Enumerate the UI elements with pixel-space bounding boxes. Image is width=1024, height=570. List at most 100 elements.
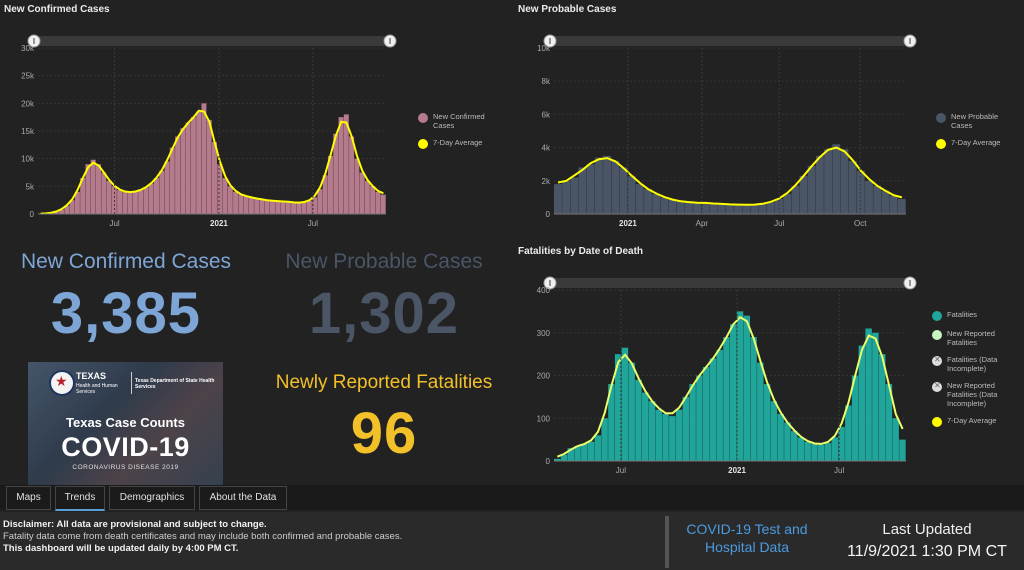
confirmed-bar[interactable]	[238, 194, 244, 214]
probable-bar[interactable]	[889, 195, 898, 214]
confirmed-bar[interactable]	[264, 200, 270, 214]
tab-trends[interactable]: Trends	[55, 486, 105, 511]
fatalities-bar[interactable]	[763, 384, 771, 461]
probable-bar[interactable]	[603, 155, 612, 214]
fatalities-bar[interactable]	[560, 454, 568, 461]
confirmed-bar[interactable]	[80, 178, 86, 214]
confirmed-bar[interactable]	[354, 158, 360, 214]
probable-bar[interactable]	[570, 177, 579, 214]
probable-bar[interactable]	[734, 204, 742, 214]
tab-about-the-data[interactable]: About the Data	[199, 486, 287, 510]
fatalities-bar[interactable]	[818, 444, 825, 461]
fatalities-legend-item[interactable]: New Reported Fatalities (Data Incomplete…	[932, 381, 1012, 408]
confirmed-bar[interactable]	[206, 119, 212, 214]
fatalities-bar[interactable]	[777, 413, 784, 461]
fatalities-bar[interactable]	[784, 422, 791, 461]
fatalities-bar[interactable]	[608, 384, 615, 461]
fatalities-bar[interactable]	[845, 405, 852, 461]
probable-bar[interactable]	[758, 204, 767, 214]
confirmed-bar[interactable]	[317, 189, 323, 214]
fatalities-range-slider[interactable]	[550, 278, 910, 288]
confirmed-bar[interactable]	[154, 178, 159, 214]
fatalities-bar[interactable]	[655, 409, 663, 461]
fatalities-bar[interactable]	[702, 366, 710, 461]
probable-bar[interactable]	[562, 180, 571, 214]
fatalities-bar[interactable]	[730, 324, 737, 461]
fatalities-bar[interactable]	[899, 439, 906, 461]
fatalities-bar[interactable]	[723, 337, 730, 461]
probable-bar[interactable]	[554, 184, 562, 214]
fatalities-bar[interactable]	[743, 315, 751, 461]
confirmed-bar[interactable]	[270, 200, 275, 214]
probable-bar[interactable]	[693, 202, 702, 214]
fatalities-legend-item[interactable]: Fatalities	[932, 310, 1012, 321]
probable-bar[interactable]	[807, 165, 816, 214]
confirmed-bar[interactable]	[233, 191, 239, 214]
probable-bar[interactable]	[799, 175, 808, 214]
confirmed-bar[interactable]	[280, 201, 286, 214]
probable-bar[interactable]	[750, 204, 759, 214]
fatalities-bar[interactable]	[587, 441, 595, 461]
fatalities-bar[interactable]	[662, 413, 669, 461]
confirmed-bar[interactable]	[74, 191, 80, 214]
probable-bar[interactable]	[881, 190, 890, 214]
probable-bar[interactable]	[865, 180, 873, 214]
tab-maps[interactable]: Maps	[6, 486, 51, 510]
confirmed-bar[interactable]	[96, 164, 101, 214]
fatalities-bar[interactable]	[851, 375, 859, 462]
fatalities-bar[interactable]	[669, 416, 676, 461]
confirmed-bar[interactable]	[69, 200, 75, 214]
confirmed-bar[interactable]	[212, 142, 217, 214]
confirmed-bar[interactable]	[185, 122, 191, 214]
confirmed-bar[interactable]	[159, 170, 165, 214]
fatalities-bar[interactable]	[797, 437, 805, 461]
fatalities-bar[interactable]	[750, 337, 757, 461]
confirmed-range-slider[interactable]	[34, 36, 390, 46]
confirmed-bar[interactable]	[143, 187, 149, 214]
probable-bar[interactable]	[578, 167, 587, 214]
confirmed-bar[interactable]	[64, 205, 70, 214]
hospital-data-link[interactable]: COVID-19 Test and Hospital Data	[686, 521, 808, 555]
confirmed-bar[interactable]	[338, 117, 344, 214]
confirmed-bar[interactable]	[343, 114, 349, 214]
fatalities-bar[interactable]	[865, 328, 872, 461]
fatalities-bar[interactable]	[628, 362, 635, 461]
fatalities-bar[interactable]	[824, 443, 832, 461]
probable-bar[interactable]	[676, 201, 685, 214]
probable-bar[interactable]	[586, 164, 595, 214]
confirmed-bar[interactable]	[333, 133, 339, 214]
probable-legend-item[interactable]: New Probable Cases	[936, 112, 1016, 130]
confirmed-bar[interactable]	[301, 202, 307, 214]
fatalities-bar[interactable]	[757, 362, 764, 461]
confirmed-bar[interactable]	[117, 190, 123, 214]
probable-bar[interactable]	[717, 204, 726, 214]
confirmed-bar[interactable]	[164, 161, 170, 214]
confirmed-bar[interactable]	[85, 164, 91, 214]
confirmed-bar[interactable]	[190, 117, 196, 214]
fatalities-bar[interactable]	[770, 401, 778, 461]
confirmed-bar[interactable]	[169, 147, 175, 214]
probable-bar[interactable]	[652, 194, 661, 214]
confirmed-bar[interactable]	[138, 190, 144, 214]
fatalities-bar[interactable]	[736, 311, 744, 461]
probable-bar[interactable]	[701, 203, 710, 214]
fatalities-bar[interactable]	[642, 392, 649, 461]
confirmed-bar[interactable]	[328, 155, 333, 214]
probable-bar[interactable]	[815, 155, 824, 214]
fatalities-bar[interactable]	[858, 345, 866, 461]
probable-bar[interactable]	[775, 199, 783, 214]
probable-bar[interactable]	[848, 160, 857, 214]
confirmed-bar[interactable]	[275, 201, 281, 214]
fatalities-bar[interactable]	[554, 458, 561, 461]
fatalities-legend-item[interactable]: New Reported Fatalities	[932, 329, 1012, 347]
confirmed-bar[interactable]	[364, 180, 370, 214]
confirmed-bar[interactable]	[222, 178, 228, 214]
fatalities-bar[interactable]	[689, 384, 696, 461]
confirmed-legend-item[interactable]: 7-Day Average	[418, 138, 498, 149]
confirmed-bar[interactable]	[296, 202, 302, 214]
confirmed-bar[interactable]	[180, 128, 186, 214]
fatalities-bar[interactable]	[601, 418, 608, 461]
confirmed-bar[interactable]	[175, 136, 181, 214]
probable-bar[interactable]	[824, 149, 833, 214]
confirmed-bar[interactable]	[359, 172, 365, 215]
